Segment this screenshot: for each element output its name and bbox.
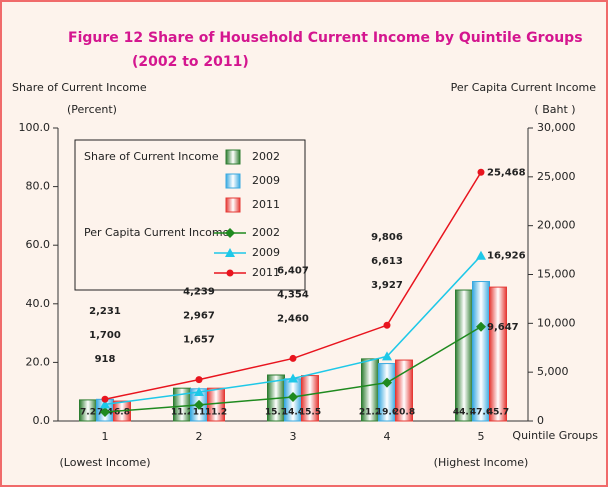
chart-title: Figure 12 Share of Household Current Inc…	[68, 30, 583, 46]
y2-tick-label: 10,000	[537, 316, 576, 329]
x-category-note: (Lowest Income)	[59, 456, 150, 469]
bar	[489, 286, 507, 422]
line-marker	[288, 373, 298, 383]
legend-label: 2009	[252, 246, 280, 259]
line-marker	[289, 354, 297, 362]
bar-value-label: 47.6	[470, 408, 492, 418]
bar-value-label: 19.6	[376, 408, 398, 418]
line-value-label: 16,926	[487, 251, 526, 262]
line-marker	[195, 376, 203, 384]
legend-swatch	[225, 149, 241, 165]
line-value-label: 4,239	[183, 287, 215, 298]
legend-title: Share of Current Income	[84, 150, 219, 163]
y2-axis-label: Per Capita Current Income	[451, 81, 597, 94]
bar-value-label: 11.2	[171, 408, 193, 418]
x-tick-label: 3	[290, 430, 297, 443]
line-value-label: 918	[95, 354, 116, 365]
bar-value-label: 45.7	[487, 408, 509, 418]
line-value-label: 1,657	[183, 335, 215, 346]
y2-tick-label: 25,000	[537, 170, 576, 183]
line-marker	[100, 407, 110, 418]
line-value-label: 4,354	[277, 289, 309, 300]
line-value-label: 9,647	[487, 322, 519, 333]
bar-value-label: 14.4	[282, 408, 304, 418]
legend-title: Per Capita Current Income	[84, 226, 230, 239]
bar-value-label: 11	[193, 408, 206, 418]
legend-label: 2011	[252, 266, 280, 279]
line-marker	[194, 387, 204, 397]
line-value-label: 2,231	[89, 306, 121, 317]
y2-tick-label: 30,000	[537, 121, 576, 134]
y-tick-label: 100.0	[19, 121, 51, 134]
legend-label: 2002	[252, 150, 280, 163]
legend-box	[74, 139, 306, 291]
line-value-label: 6,407	[277, 265, 309, 276]
line-value-label: 2,460	[277, 313, 309, 324]
line-marker	[382, 351, 392, 361]
line-marker	[288, 391, 298, 402]
line-value-label: 2,967	[183, 311, 215, 322]
y2-tick-label: 5,000	[537, 365, 569, 378]
line-marker	[382, 377, 392, 388]
y-tick-label: 80.0	[26, 180, 51, 193]
line-marker	[100, 399, 110, 409]
legend-swatch	[225, 197, 241, 213]
line-value-label: 3,927	[371, 280, 403, 291]
y-tick-label: 0.0	[33, 414, 51, 427]
legend-marker	[225, 248, 235, 257]
y-tick-label: 40.0	[26, 297, 51, 310]
line-marker	[476, 250, 486, 260]
bar-value-label: 44.7	[453, 408, 475, 418]
legend-swatch	[225, 173, 241, 189]
line-marker	[477, 168, 485, 176]
bar-value-label: 20.8	[393, 408, 415, 418]
line-value-label: 25,468	[487, 167, 526, 178]
bar-value-label: 21.2	[359, 408, 381, 418]
bar-value-label: 7.2	[80, 408, 96, 418]
y2-tick-label: 15,000	[537, 268, 576, 281]
line-value-label: 9,806	[371, 232, 403, 243]
y-axis-label: Share of Current Income	[12, 81, 147, 94]
bar-value-label: 15.7	[265, 408, 287, 418]
bar	[455, 289, 473, 422]
y-tick-label: 60.0	[26, 238, 51, 251]
chart-subtitle: (2002 to 2011)	[132, 54, 249, 70]
legend-marker	[226, 269, 234, 277]
y2-axis-unit: ( Baht )	[534, 103, 575, 116]
x-tick-label: 5	[478, 430, 485, 443]
y2-tick-label: 20,000	[537, 219, 576, 232]
legend-label: 2002	[252, 226, 280, 239]
x-axis-label: Quintile Groups	[512, 429, 598, 442]
legend-label: 2011	[252, 198, 280, 211]
y-axis-unit: (Percent)	[67, 103, 117, 116]
line-marker	[383, 321, 391, 329]
line-marker	[101, 395, 109, 403]
bar-value-label: 6.8	[114, 408, 130, 418]
line-value-label: 6,613	[371, 256, 403, 267]
line-marker	[194, 399, 204, 410]
legend-label: 2009	[252, 174, 280, 187]
bar-value-label: 15.5	[299, 408, 321, 418]
legend-marker	[225, 228, 235, 238]
x-tick-label: 1	[102, 430, 109, 443]
x-category-note: (Highest Income)	[434, 456, 529, 469]
bar	[301, 375, 319, 422]
y2-tick-label: 0	[537, 414, 544, 427]
y-tick-label: 20.0	[26, 355, 51, 368]
line-marker	[476, 321, 486, 332]
line-value-label: 1,700	[89, 330, 121, 341]
x-tick-label: 4	[384, 430, 391, 443]
x-tick-label: 2	[196, 430, 203, 443]
bar	[472, 281, 490, 422]
bar-value-label: 11.2	[205, 408, 227, 418]
